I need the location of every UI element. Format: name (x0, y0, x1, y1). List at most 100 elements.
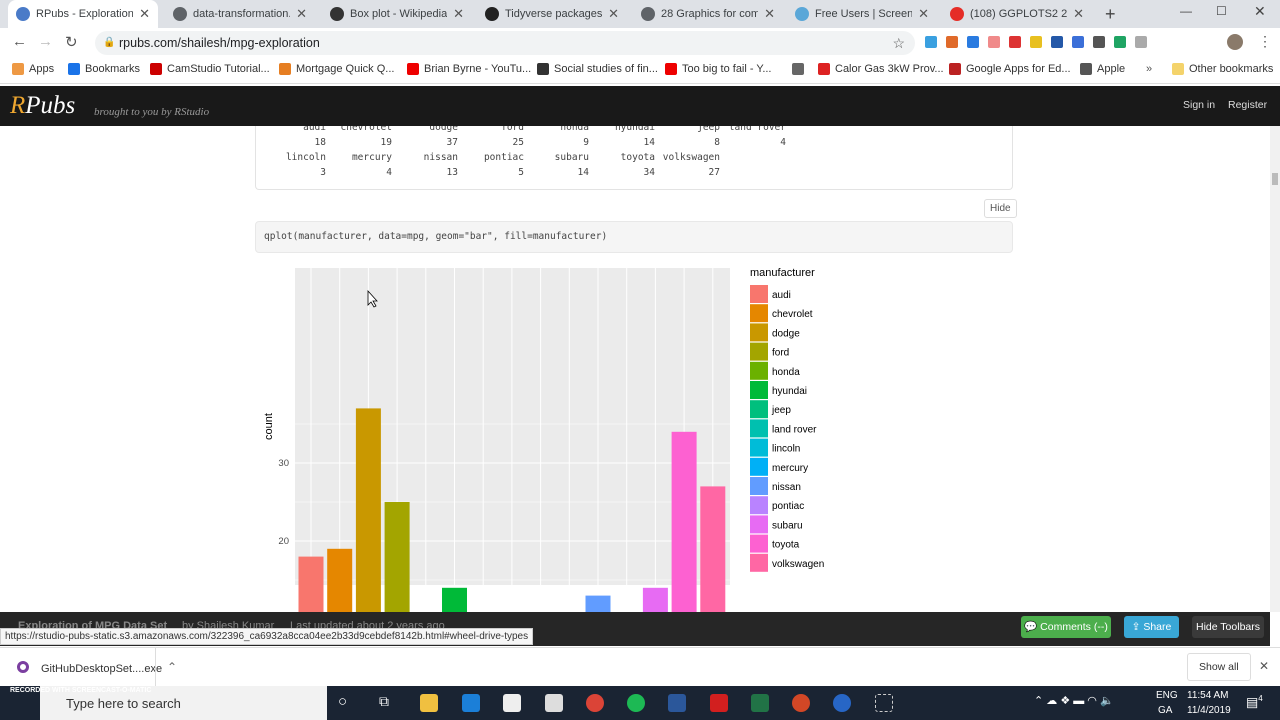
close-download-bar-icon[interactable]: ✕ (1259, 659, 1270, 673)
browser-tab[interactable]: RPubs - Exploration of ✕ (8, 0, 158, 28)
menu-icon[interactable]: ⋮ (1258, 33, 1272, 49)
close-tab-icon[interactable]: ✕ (139, 6, 150, 21)
bookmark-item[interactable]: Social studies of fin... (537, 63, 658, 75)
download-item[interactable]: GitHubDesktopSet....exe (41, 663, 163, 675)
url-input[interactable]: 🔒 rpubs.com/shailesh/mpg-exploration ☆ (95, 31, 915, 55)
close-tab-icon[interactable]: ✕ (296, 6, 307, 21)
register-link[interactable]: Register (1228, 99, 1268, 111)
comments-button[interactable]: 💬 Comments (--) (1021, 616, 1111, 638)
lock-icon: 🔒 (103, 37, 116, 48)
clock-time[interactable]: 11:54 AM (1187, 690, 1229, 701)
file-explorer-icon[interactable] (420, 694, 438, 712)
table-header-cell: jeep (697, 126, 720, 133)
language-indicator[interactable]: ENG (1156, 690, 1178, 701)
browser-tab[interactable]: data-transformation.knit ✕ (165, 0, 315, 28)
browser-tab[interactable]: Free Users | Screen Re ✕ (787, 0, 937, 28)
snipping-tool-icon[interactable] (875, 694, 893, 712)
powerpoint-icon[interactable] (792, 694, 810, 712)
show-all-button[interactable]: Show all (1187, 653, 1251, 681)
extension-icon[interactable] (1051, 36, 1063, 48)
rpubs-logo[interactable]: RPubs (10, 92, 76, 119)
bookmark-item[interactable]: Brian Byrne - YouTu... (407, 63, 531, 75)
bookmark-label: Brian Byrne - YouTu... (424, 63, 532, 75)
edge-icon[interactable] (462, 694, 480, 712)
close-tab-icon[interactable]: ✕ (453, 6, 464, 21)
extension-icon[interactable] (1009, 36, 1021, 48)
bookmark-item[interactable]: CamStudio Tutorial... (150, 63, 270, 75)
hide-toolbars-button[interactable]: Hide Toolbars (1192, 616, 1264, 638)
close-tab-icon[interactable]: ✕ (764, 6, 775, 21)
chevron-up-icon[interactable]: ⌃ (167, 660, 178, 674)
extension-icon[interactable] (925, 36, 937, 48)
extension-icon[interactable] (1093, 36, 1105, 48)
minimize-button[interactable]: — (1180, 4, 1192, 18)
profile-avatar[interactable] (1227, 34, 1243, 50)
legend-swatch (750, 361, 768, 380)
bookmark-item[interactable]: Calor Gas 3kW Prov... (818, 63, 944, 75)
scrollbar-thumb[interactable] (1272, 173, 1278, 185)
hide-code-button[interactable]: Hide (984, 199, 1017, 218)
close-window-button[interactable]: ✕ (1254, 3, 1266, 19)
bookmark-item[interactable]: Too big to fail - Y... (665, 63, 771, 75)
mouse-cursor-icon (367, 289, 378, 308)
page-scrollbar[interactable] (1270, 126, 1280, 612)
spotify-icon[interactable] (627, 694, 645, 712)
close-tab-icon[interactable]: ✕ (1073, 6, 1084, 21)
task-view-icon[interactable]: ⧉ (379, 693, 389, 709)
bookmark-item[interactable]: Apple (1080, 63, 1125, 75)
extension-icon[interactable] (967, 36, 979, 48)
star-icon[interactable]: ☆ (892, 35, 905, 51)
bookmark-item[interactable]: Google Apps for Ed... (949, 63, 1071, 75)
browser-tab[interactable]: (108) GGPLOTS2 2 - Yo ✕ (942, 0, 1092, 28)
github-desktop-icon (17, 661, 29, 673)
more-bookmarks-chevron-icon[interactable]: » (1146, 63, 1153, 75)
chrome-icon[interactable] (586, 694, 604, 712)
browser-tab[interactable]: Tidyverse packages - T ✕ (477, 0, 627, 28)
excel-icon[interactable] (751, 694, 769, 712)
extension-icon[interactable] (1114, 36, 1126, 48)
bookmark-item[interactable]: Mortgage Quick Q... (279, 63, 394, 75)
bookmark-icon (12, 63, 24, 75)
tab-title: Free Users | Screen Re (815, 8, 913, 20)
close-tab-icon[interactable]: ✕ (608, 6, 619, 21)
share-button[interactable]: ⇪ Share (1124, 616, 1179, 638)
extension-icon[interactable] (988, 36, 1000, 48)
bookmark-item[interactable] (792, 63, 809, 75)
legend-swatch (750, 553, 768, 572)
extension-icon[interactable] (1072, 36, 1084, 48)
extension-icon[interactable] (946, 36, 958, 48)
acrobat-icon[interactable] (710, 694, 728, 712)
forward-button[interactable]: → (38, 33, 53, 50)
legend-label: subaru (772, 520, 803, 531)
search-box[interactable]: Type here to search (40, 686, 327, 720)
bar-ford (384, 502, 410, 612)
browser-tab[interactable]: Box plot - Wikipedia ✕ (322, 0, 472, 28)
cortana-icon[interactable]: ○ (338, 693, 348, 710)
table-value-cell: 4 (780, 137, 786, 148)
taskbar: Type here to search RECORDED WITH SCREEN… (0, 686, 1280, 720)
back-button[interactable]: ← (12, 33, 27, 50)
extension-icon[interactable] (1030, 36, 1042, 48)
close-tab-icon[interactable]: ✕ (918, 6, 929, 21)
sign-in-link[interactable]: Sign in (1183, 99, 1216, 111)
new-tab-button[interactable]: + (1105, 4, 1116, 24)
clock-date[interactable]: 11/4/2019 (1187, 705, 1231, 716)
other-bookmarks[interactable]: Other bookmarks (1172, 63, 1273, 75)
system-tray-icons[interactable]: ⌃ ☁ ❖ ▬ ◠ 🔈 (1034, 695, 1114, 707)
bookmark-item[interactable]: Apps (12, 63, 54, 75)
table-header-cell: nissan (423, 152, 458, 163)
mail-icon[interactable] (545, 694, 563, 712)
table-value-cell: 25 (512, 137, 524, 148)
bookmark-item[interactable]: Bookmarks (68, 63, 140, 75)
store-icon[interactable] (503, 694, 521, 712)
table-header-cell: mercury (351, 152, 392, 163)
r-icon[interactable] (833, 694, 851, 712)
extension-icon[interactable] (1135, 36, 1147, 48)
legend-label: toyota (772, 540, 800, 551)
bar-chart: audi chevrolet dodge ford honda hyundai jeep la… (263, 267, 824, 612)
browser-tab[interactable]: 28 Graphics for comm ✕ (633, 0, 783, 28)
maximize-button[interactable]: ☐ (1216, 4, 1227, 18)
notifications-icon[interactable]: ▤4 (1246, 694, 1263, 710)
reload-button[interactable]: ↻ (65, 34, 78, 51)
word-icon[interactable] (668, 694, 686, 712)
